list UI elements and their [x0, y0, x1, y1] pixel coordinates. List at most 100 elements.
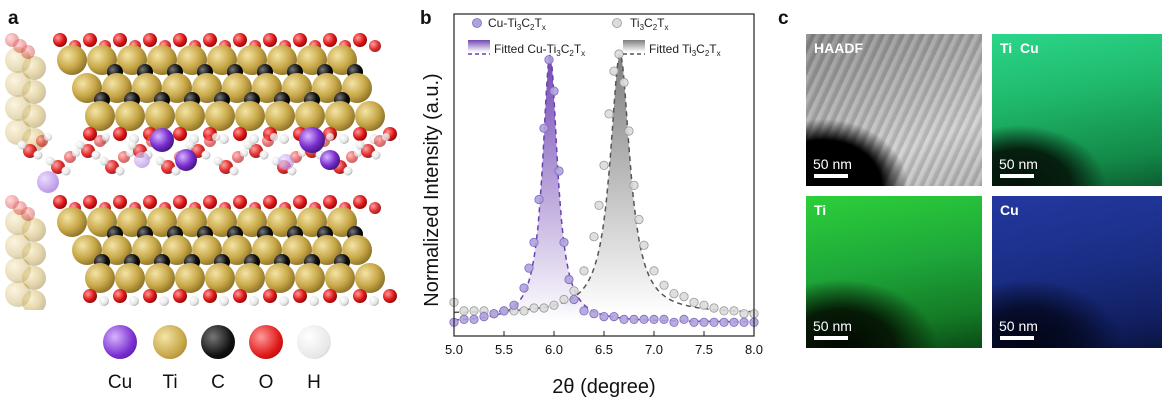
o-atom: [81, 144, 95, 158]
h-atom: [44, 133, 52, 141]
panel-b: b 5.0 5.5 6.0 6.5 7.0 7.5 8.0 2θ (degree) Norm…: [408, 0, 770, 401]
o-atom: [23, 144, 37, 158]
ti-atom: [222, 73, 252, 103]
data-point-ti: [679, 291, 689, 302]
ti-atom: [132, 73, 162, 103]
h-atom: [72, 149, 80, 157]
h-atom: [309, 296, 319, 306]
h-atom: [189, 296, 199, 306]
scale-bar-cu: [1000, 336, 1034, 340]
o-atom: [53, 33, 67, 47]
ti-atom: [265, 263, 295, 293]
h-atom: [212, 133, 220, 141]
map-label-ti: Ti: [814, 202, 827, 218]
ti-atom: [145, 263, 175, 293]
o-atom: [113, 127, 127, 141]
ti-atom: [57, 45, 87, 75]
data-point-cu: [579, 306, 589, 316]
cu-atom: [278, 154, 294, 170]
h-atom: [185, 140, 195, 150]
data-point-cu: [649, 314, 659, 324]
cu-atom: [175, 149, 197, 171]
o-atom: [323, 195, 337, 209]
panel-letter-a: a: [8, 8, 19, 29]
h-atom: [382, 133, 390, 141]
haadf-image: HAADF 50 nm: [806, 34, 982, 186]
o-atom: [383, 289, 397, 303]
legend-swatch-fit-cu: [468, 40, 490, 52]
data-point-ti: [604, 109, 614, 119]
o-atom: [203, 33, 217, 47]
o-atom: [361, 144, 375, 158]
ti-atom: [22, 80, 46, 104]
ti-atom: [265, 101, 295, 131]
data-point-ti: [459, 306, 469, 316]
h-atom: [298, 149, 306, 157]
o-atom: [21, 45, 35, 59]
o-atom: [203, 289, 217, 303]
panel-a: a Cu: [0, 0, 400, 401]
fit-fills: [495, 54, 674, 323]
x-tick-label: 6.5: [595, 342, 613, 357]
cu-atom: [37, 171, 59, 193]
h-atom: [45, 156, 55, 166]
ti-atom: [22, 56, 46, 80]
data-point-ti: [639, 240, 649, 250]
scale-bar-ti-cu: [1000, 174, 1034, 178]
scale-label-haadf: 50 nm: [813, 156, 852, 172]
data-point-ti: [569, 286, 579, 296]
o-atom: [233, 195, 247, 209]
h-atom: [249, 134, 259, 144]
ti-atom: [115, 263, 145, 293]
ti-atom: [282, 235, 312, 265]
h-atom: [219, 296, 229, 306]
h-atom: [91, 150, 101, 160]
o-atom: [143, 289, 157, 303]
o-atom: [83, 289, 97, 303]
data-point-cu: [519, 283, 529, 293]
h-atom: [155, 156, 165, 166]
h-atom: [339, 134, 349, 144]
h-atom: [399, 136, 400, 142]
o-atom: [293, 33, 307, 47]
h-atom: [259, 150, 269, 160]
h-atom: [201, 150, 211, 160]
scale-label-ti-cu: 50 nm: [999, 156, 1038, 172]
data-point-cu: [544, 55, 554, 65]
data-point-ti: [689, 297, 699, 307]
h-atom: [243, 140, 253, 150]
o-atom: [353, 195, 367, 209]
data-point-cu: [479, 311, 489, 322]
data-point-cu: [569, 294, 579, 305]
o-atom: [293, 289, 307, 303]
o-atom: [353, 33, 367, 47]
data-point-cu: [524, 263, 534, 273]
o-atom: [143, 33, 157, 47]
ti-atom: [85, 263, 115, 293]
o-atom: [113, 33, 127, 47]
o-atom: [105, 160, 119, 174]
data-point-cu: [549, 86, 559, 96]
legend-text-fit-cu: Fitted Cu-Ti3C2Tx: [494, 42, 585, 58]
scale-bar-ti: [814, 336, 848, 340]
legend-label-ti: Ti: [162, 372, 178, 393]
data-point-ti: [719, 306, 729, 316]
legend-text-ti: Ti3C2Tx: [630, 16, 668, 32]
x-axis-ticks: 5.0 5.5 6.0 6.5 7.0 7.5 8.0: [445, 331, 763, 357]
ti-atom: [252, 235, 282, 265]
cu-map: Cu 50 nm: [992, 196, 1162, 348]
cu-atom-legend-icon: [103, 325, 137, 359]
o-atom: [293, 195, 307, 209]
ti-atom: [355, 263, 385, 293]
h-atom: [99, 296, 109, 306]
fit-fill-ti: [565, 54, 674, 314]
h-atom: [115, 166, 125, 176]
h-atom: [343, 166, 353, 176]
ti-atom: [145, 101, 175, 131]
o-atom: [353, 127, 367, 141]
h-atom: [99, 156, 109, 166]
ti-cu-overlay-map: Ti Cu 50 nm: [992, 34, 1162, 186]
ti-atom: [132, 235, 162, 265]
data-point-ti: [599, 160, 609, 170]
ti-atom: [295, 101, 325, 131]
